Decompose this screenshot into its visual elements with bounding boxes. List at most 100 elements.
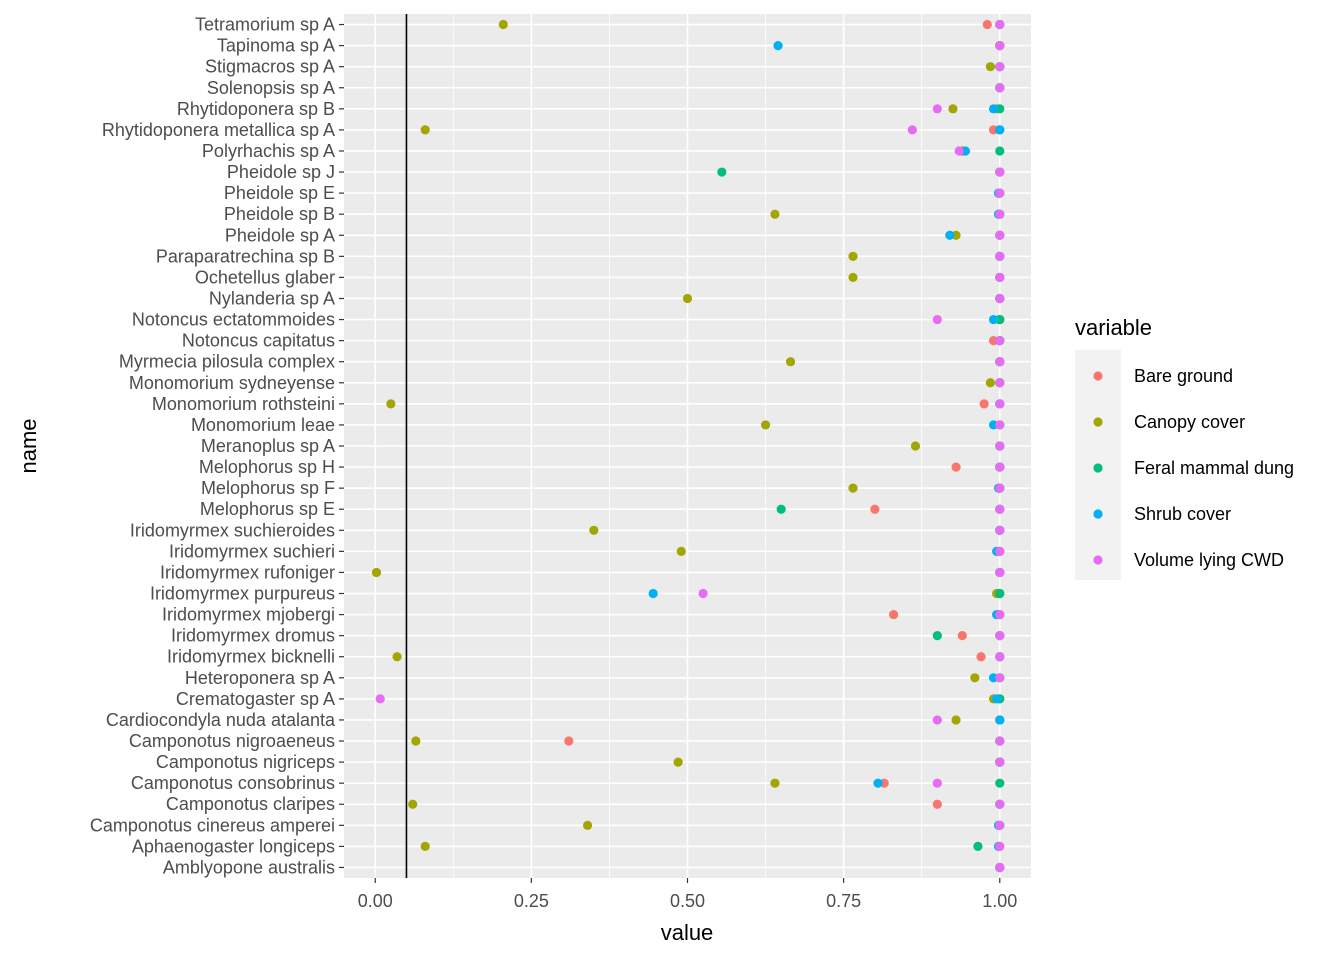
y-tick-label: Cardiocondyla nuda atalanta [106, 710, 336, 730]
point-canopy-cover [411, 736, 421, 746]
point-canopy-cover [420, 841, 430, 851]
legend: variable Bare ground Canopy cover Feral ma… [1075, 315, 1294, 580]
point-volume-lying-cwd [995, 41, 1005, 51]
y-tick-label: Paraparatrechina sp B [156, 246, 335, 266]
point-canopy-cover [770, 778, 780, 788]
point-volume-lying-cwd [995, 188, 1005, 198]
legend-label-feral-mammal-dung: Feral mammal dung [1134, 458, 1294, 478]
y-tick-label: Aphaenogaster longiceps [132, 836, 335, 856]
point-feral-mammal-dung [932, 631, 942, 641]
point-volume-lying-cwd [375, 694, 385, 704]
point-canopy-cover [970, 673, 980, 683]
y-tick-label: Pheidole sp B [224, 204, 335, 224]
point-volume-lying-cwd [995, 230, 1005, 240]
point-volume-lying-cwd [995, 546, 1005, 556]
y-tick-label: Iridomyrmex bicknelli [167, 647, 335, 667]
point-bare-ground [976, 652, 986, 662]
point-volume-lying-cwd [995, 757, 1005, 767]
point-shrub-cover [773, 41, 783, 51]
point-volume-lying-cwd [698, 588, 708, 599]
point-volume-lying-cwd [995, 441, 1005, 451]
point-volume-lying-cwd [995, 736, 1005, 746]
y-tick-label: Melophorus sp H [199, 457, 335, 477]
point-volume-lying-cwd [954, 146, 964, 156]
point-shrub-cover [648, 588, 658, 599]
point-volume-lying-cwd [932, 715, 942, 725]
point-feral-mammal-dung [776, 504, 786, 514]
point-volume-lying-cwd [995, 504, 1005, 514]
point-volume-lying-cwd [995, 820, 1005, 830]
y-tick-label: Camponotus cinereus amperei [90, 815, 335, 835]
point-volume-lying-cwd [995, 19, 1005, 30]
y-axis-title: name [16, 418, 41, 473]
point-volume-lying-cwd [995, 673, 1005, 683]
y-tick-label: Polyrhachis sp A [202, 141, 335, 161]
point-canopy-cover [848, 483, 858, 493]
x-tick-label: 0.00 [358, 891, 393, 911]
y-tick-label: Nylanderia sp A [209, 288, 335, 308]
point-volume-lying-cwd [995, 631, 1005, 641]
y-tick-label: Pheidole sp A [225, 225, 335, 245]
y-tick-label: Tetramorium sp A [195, 15, 335, 35]
point-feral-mammal-dung [717, 167, 727, 177]
point-bare-ground [932, 799, 942, 809]
point-volume-lying-cwd [995, 357, 1005, 367]
point-feral-mammal-dung [995, 146, 1005, 156]
x-tick-label: 0.25 [514, 891, 549, 911]
x-tick-label: 0.50 [670, 891, 705, 911]
y-tick-label: Myrmecia pilosula complex [119, 352, 335, 372]
data-points [371, 19, 1005, 873]
y-tick-label: Tapinoma sp A [217, 36, 335, 56]
y-tick-label: Camponotus consobrinus [131, 773, 335, 793]
point-volume-lying-cwd [932, 104, 942, 114]
point-canopy-cover [673, 757, 683, 767]
y-tick-label: Notoncus ectatommoides [132, 310, 335, 330]
y-tick-label: Iridomyrmex suchieroides [130, 520, 335, 540]
point-canopy-cover [371, 567, 382, 578]
point-canopy-cover [682, 293, 693, 304]
point-bare-ground [979, 399, 989, 409]
y-tick-label: Camponotus nigriceps [156, 752, 335, 772]
y-tick-label: Rhytidoponera sp B [177, 99, 335, 119]
y-tick-label: Monomorium sydneyense [129, 373, 335, 393]
point-canopy-cover [910, 441, 921, 451]
x-tick-label: 0.75 [826, 891, 861, 911]
point-volume-lying-cwd [995, 420, 1005, 430]
legend-label-shrub-cover: Shrub cover [1134, 504, 1231, 524]
point-volume-lying-cwd [995, 336, 1005, 346]
point-canopy-cover [948, 104, 958, 114]
legend-label-volume-lying-cwd: Volume lying CWD [1134, 550, 1284, 570]
point-volume-lying-cwd [995, 83, 1005, 93]
point-canopy-cover [676, 546, 686, 556]
point-canopy-cover [985, 378, 996, 388]
y-tick-label: Amblyopone australis [163, 857, 335, 877]
point-canopy-cover [582, 820, 593, 830]
point-shrub-cover [992, 694, 1002, 704]
point-shrub-cover [995, 715, 1005, 725]
point-volume-lying-cwd [932, 314, 942, 325]
x-axis: 0.00 0.25 0.50 0.75 1.00 [358, 878, 1017, 911]
point-bare-ground [564, 736, 574, 746]
y-tick-label: Pheidole sp E [224, 183, 335, 203]
y-tick-label: Rhytidoponera metallica sp A [102, 120, 335, 140]
x-tick-label: 1.00 [982, 891, 1017, 911]
point-volume-lying-cwd [932, 778, 942, 788]
point-volume-lying-cwd [995, 251, 1005, 261]
point-canopy-cover [951, 715, 961, 725]
point-canopy-cover [785, 357, 796, 367]
y-tick-label: Iridomyrmex dromus [171, 626, 335, 646]
legend-key-feral-mammal-dung [1093, 463, 1103, 473]
point-volume-lying-cwd [995, 525, 1005, 535]
point-canopy-cover [408, 799, 418, 809]
y-tick-label: Melophorus sp F [201, 478, 335, 498]
point-canopy-cover [392, 652, 402, 662]
point-bare-ground [957, 631, 967, 641]
legend-title: variable [1075, 315, 1152, 340]
y-tick-label: Ochetellus glaber [195, 267, 335, 287]
point-canopy-cover [589, 525, 599, 535]
y-tick-label: Iridomyrmex suchieri [169, 541, 335, 561]
point-bare-ground [870, 504, 880, 514]
y-tick-label: Camponotus claripes [166, 794, 335, 814]
legend-key-canopy-cover [1093, 417, 1103, 427]
